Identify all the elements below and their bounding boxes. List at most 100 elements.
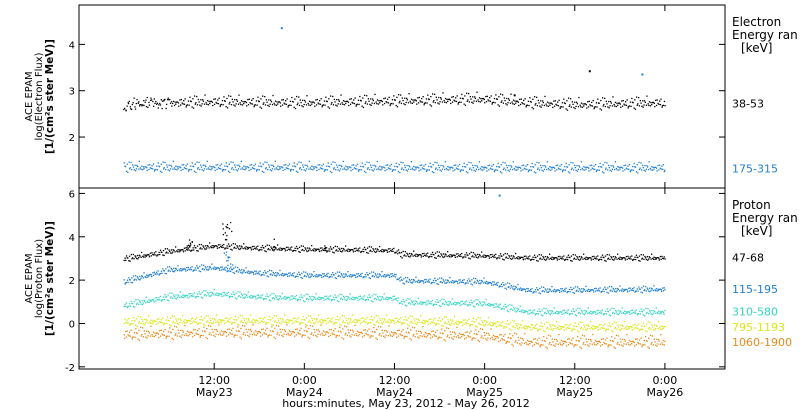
electron-legend-units: [keV] [741, 41, 772, 55]
data-point [130, 161, 132, 164]
data-point [168, 99, 170, 101]
data-point [310, 273, 313, 275]
data-point [229, 332, 231, 334]
data-point [644, 101, 646, 103]
data-point [595, 256, 597, 258]
series-175-315 [123, 160, 666, 174]
data-point [458, 336, 460, 339]
data-point [286, 297, 288, 300]
data-point [604, 105, 606, 108]
data-point [127, 257, 129, 259]
data-point [642, 164, 644, 167]
data-point [323, 319, 325, 321]
data-point [364, 329, 366, 331]
data-point [228, 95, 230, 97]
data-point [312, 319, 314, 322]
data-point [419, 322, 421, 324]
data-point [230, 95, 232, 97]
data-point [617, 253, 619, 255]
data-point [187, 100, 190, 102]
data-point [550, 102, 553, 104]
data-point [265, 329, 267, 331]
data-point [136, 254, 139, 257]
data-point [490, 321, 492, 323]
data-point [226, 166, 229, 168]
data-point [526, 327, 528, 329]
data-point [358, 319, 360, 321]
data-point [179, 249, 181, 251]
data-point [300, 322, 302, 324]
data-point [571, 330, 573, 332]
data-point [519, 326, 521, 329]
data-point [374, 164, 376, 167]
data-point [582, 103, 584, 105]
data-point [408, 332, 410, 334]
data-point [448, 98, 451, 100]
data-point [357, 299, 359, 301]
data-point [241, 325, 244, 327]
data-point [524, 333, 526, 335]
data-point [459, 337, 461, 339]
data-point [437, 278, 439, 280]
data-point [325, 322, 327, 325]
data-point [129, 324, 131, 326]
data-point [378, 100, 380, 102]
data-point [631, 312, 633, 315]
data-point [374, 324, 376, 326]
data-point [329, 170, 332, 173]
data-point [268, 334, 270, 336]
data-point [609, 339, 611, 342]
data-point [359, 275, 361, 277]
data-point [606, 162, 608, 164]
data-point [570, 161, 572, 164]
data-point [192, 98, 194, 100]
data-point [151, 299, 153, 301]
data-point [588, 167, 590, 169]
data-point [330, 318, 332, 320]
data-point [300, 294, 302, 296]
data-point [376, 160, 378, 163]
data-point [201, 103, 203, 105]
data-point [371, 331, 373, 333]
data-point [391, 335, 393, 337]
data-point [352, 296, 354, 298]
data-point [342, 338, 345, 340]
data-point [161, 333, 163, 335]
data-point [470, 283, 472, 285]
data-point [301, 105, 303, 107]
data-point [221, 319, 223, 321]
data-point [385, 321, 387, 323]
data-point [586, 258, 588, 261]
data-point [136, 325, 138, 327]
data-point [135, 328, 137, 330]
data-point [468, 304, 470, 306]
data-point [322, 168, 324, 170]
data-point [503, 284, 505, 286]
data-point [598, 258, 600, 261]
data-point [644, 344, 646, 346]
data-point [255, 170, 258, 172]
data-point [637, 172, 639, 174]
data-point [428, 98, 430, 101]
data-point [156, 298, 159, 301]
data-point [583, 313, 586, 316]
data-point [383, 102, 386, 105]
data-point [535, 327, 537, 330]
y-tick-label: -2 [65, 363, 75, 374]
data-point [269, 330, 271, 332]
data-point [617, 341, 619, 344]
data-point [341, 274, 343, 276]
data-point [595, 287, 597, 289]
data-point [171, 252, 173, 254]
data-point [515, 102, 517, 104]
data-point [277, 295, 279, 297]
data-point [649, 291, 651, 293]
data-point [494, 335, 496, 338]
data-point [317, 298, 319, 301]
data-point [240, 327, 242, 330]
data-point [284, 274, 286, 276]
data-point [275, 275, 277, 277]
data-point [608, 254, 610, 256]
data-point [428, 281, 430, 283]
data-point [482, 337, 484, 339]
